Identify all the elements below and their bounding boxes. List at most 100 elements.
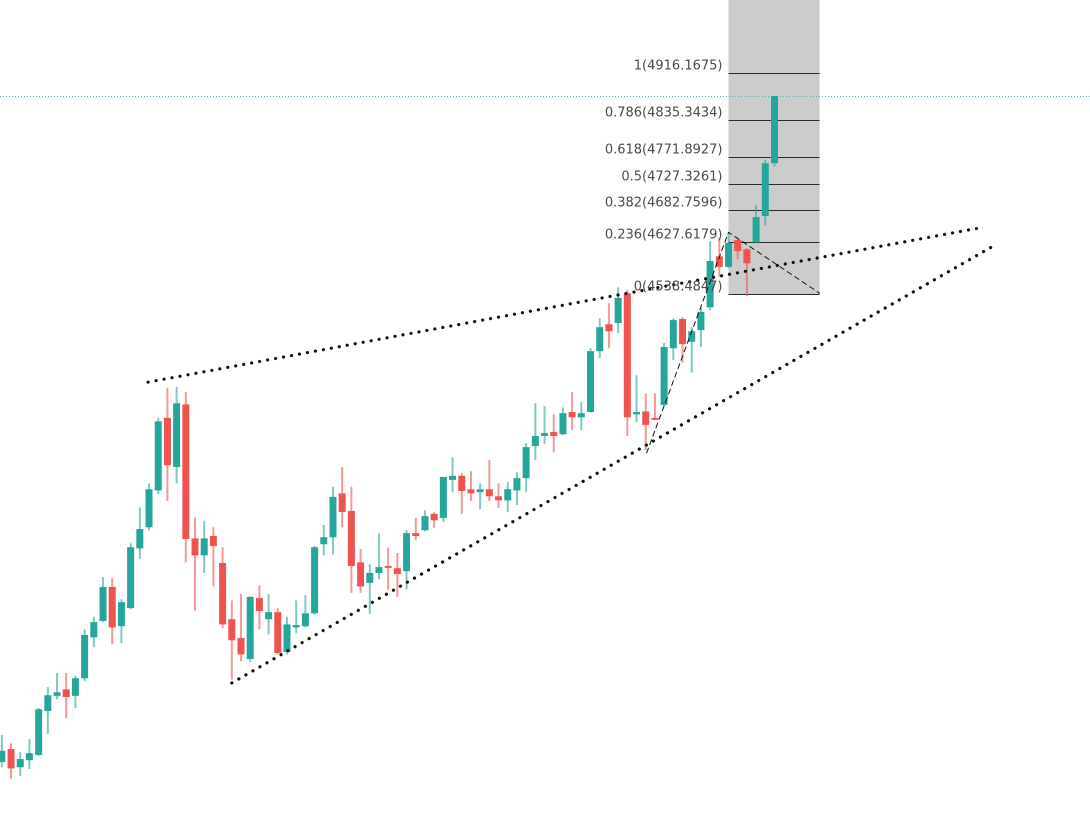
candle-up	[688, 327, 696, 373]
candle-down	[237, 594, 245, 662]
candle-up	[770, 95, 778, 167]
upper-trendline[interactable]	[146, 225, 986, 384]
candle-up	[403, 530, 411, 590]
dashed-swing-line[interactable]	[646, 231, 821, 454]
candle-body	[292, 625, 300, 628]
candle-body	[191, 538, 199, 556]
candle-up	[669, 318, 677, 360]
candle-body	[706, 261, 714, 308]
candles	[0, 95, 778, 779]
candle-up	[81, 629, 89, 682]
candle-up	[329, 486, 337, 555]
candle-up	[366, 564, 374, 614]
candle-body	[246, 596, 254, 659]
fib-level-label: 0.786(4835.3434)	[605, 106, 723, 121]
candle-body	[559, 413, 567, 435]
candle-body	[633, 412, 641, 415]
candle-down	[642, 393, 650, 451]
candle-body	[752, 217, 760, 243]
candle-up	[513, 472, 521, 506]
candle-body	[182, 404, 190, 539]
candle-up	[706, 241, 714, 311]
candle-body	[449, 475, 457, 480]
candle-body	[163, 417, 171, 466]
fibonacci-labels: 1(4916.1675) 0.786(4835.3434) 0.618(4771.8…	[605, 59, 723, 295]
candle-body	[200, 538, 208, 556]
candle-body	[16, 759, 24, 768]
candle-up	[136, 507, 144, 559]
candle-up	[449, 457, 457, 493]
lower-trendline[interactable]	[230, 245, 994, 685]
candle-down	[412, 517, 420, 541]
candle-up	[301, 595, 309, 628]
candle-body	[219, 562, 227, 625]
candle-up	[439, 476, 447, 523]
candle-body	[495, 496, 503, 501]
candle-body	[71, 678, 79, 696]
candle-down	[209, 527, 217, 587]
candle-up	[725, 234, 733, 269]
candle-up	[246, 596, 254, 662]
candle-body	[145, 489, 153, 528]
candle-down	[219, 547, 227, 628]
trendline-drawings[interactable]	[146, 225, 994, 685]
candle-down	[191, 517, 199, 611]
candle-body	[127, 547, 135, 609]
candle-body	[458, 475, 466, 492]
candle-body	[357, 562, 365, 587]
candle-down	[384, 547, 392, 590]
candle-body	[587, 351, 595, 412]
candle-body	[725, 242, 733, 267]
candle-body	[577, 413, 585, 418]
candle-body	[265, 612, 273, 620]
candle-down	[623, 290, 631, 436]
candle-down	[62, 673, 70, 719]
candle-body	[550, 431, 558, 436]
candle-down	[550, 414, 558, 453]
candle-up	[541, 406, 549, 445]
candle-up	[145, 483, 153, 531]
fib-level-label: 0(4538.4847)	[634, 280, 723, 295]
candle-body	[81, 634, 89, 679]
candle-body	[44, 695, 52, 712]
candle-up	[283, 616, 291, 655]
candle-body	[531, 435, 539, 446]
candle-down	[255, 585, 263, 630]
candle-body	[734, 239, 742, 252]
candle-down	[430, 512, 438, 528]
candle-body	[311, 547, 319, 614]
candle-up	[127, 543, 135, 610]
candle-up	[200, 520, 208, 573]
candle-body	[53, 692, 61, 696]
candle-up	[522, 443, 530, 493]
candle-body	[117, 602, 125, 627]
candle-body	[301, 613, 309, 627]
candle-body	[338, 493, 346, 513]
candle-body	[596, 327, 604, 352]
candle-up	[587, 348, 595, 413]
fib-level-label: 0.382(4682.7596)	[605, 196, 723, 211]
candle-body	[237, 637, 245, 655]
candle-up	[660, 342, 668, 407]
candle-up	[311, 546, 319, 615]
candle-down	[568, 392, 576, 431]
candle-body	[25, 753, 33, 761]
candle-body	[504, 489, 512, 501]
candle-body	[476, 489, 484, 493]
candle-up	[154, 417, 162, 494]
candle-up	[752, 204, 760, 244]
candle-body	[761, 163, 769, 216]
candle-body	[274, 612, 282, 654]
candle-body	[688, 331, 696, 342]
candle-up	[697, 307, 705, 348]
candle-up	[761, 159, 769, 226]
candle-body	[697, 311, 705, 331]
candle-body	[439, 476, 447, 518]
candle-down	[743, 248, 751, 297]
candle-body	[679, 318, 687, 345]
candle-body	[568, 412, 576, 418]
candle-body	[283, 624, 291, 652]
candle-body	[430, 513, 438, 521]
candle-body	[743, 249, 751, 264]
